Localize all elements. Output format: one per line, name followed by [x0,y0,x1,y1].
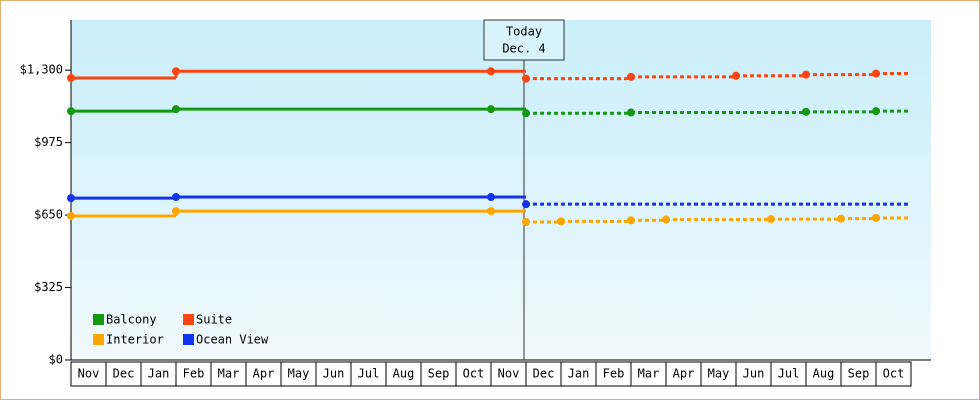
x-tick-label: Mar [218,367,240,381]
x-tick-label: Jan [148,367,170,381]
marker [627,108,635,117]
x-tick-label: Jul [358,367,380,381]
marker [802,107,810,116]
y-tick-label: $1,300 [20,63,63,77]
marker [172,207,180,216]
x-tick-label: May [288,367,310,381]
today-date: Dec. 4 [502,42,545,56]
marker [767,215,775,224]
x-tick-label: Dec [113,367,135,381]
legend-label: Suite [196,313,232,327]
legend-label: Interior [106,333,164,347]
x-tick-label: Jan [568,367,590,381]
x-tick-label: Nov [498,367,520,381]
today-box [483,19,565,61]
x-tick-label: Apr [253,367,275,381]
marker [487,207,495,216]
x-tick-label: Sep [848,367,870,381]
marker [837,214,845,223]
marker [67,194,75,203]
marker [557,217,565,226]
legend-label: Ocean View [196,333,269,347]
marker [522,200,530,209]
marker [67,107,75,116]
marker [487,105,495,114]
x-tick-label: Oct [883,367,905,381]
marker [802,70,810,79]
legend-swatch [93,314,104,325]
x-tick-label: Dec [533,367,555,381]
legend-swatch [93,334,104,345]
x-tick-label: Nov [78,367,100,381]
marker [662,215,670,224]
marker [872,107,880,116]
marker [172,67,180,76]
marker [487,67,495,76]
x-tick-label: Feb [603,367,625,381]
x-tick-label: Oct [463,367,485,381]
marker [522,74,530,83]
marker [522,109,530,118]
marker [627,72,635,81]
x-tick-label: Jul [778,367,800,381]
marker [67,73,75,82]
legend-swatch [183,334,194,345]
marker [172,105,180,114]
legend-swatch [183,314,194,325]
x-tick-label: Mar [638,367,660,381]
marker [872,69,880,78]
marker [522,217,530,226]
marker [172,193,180,202]
x-tick-label: Jun [743,367,765,381]
y-tick-label: $975 [34,135,63,149]
x-tick-label: Aug [813,367,835,381]
y-tick-label: $0 [49,353,63,367]
marker [67,211,75,220]
x-tick-label: Sep [428,367,450,381]
x-tick-label: Jun [323,367,345,381]
marker [487,193,495,202]
marker [872,213,880,222]
marker [732,71,740,80]
today-label: Today [506,25,542,39]
x-tick-label: May [708,367,730,381]
x-tick-label: Feb [183,367,205,381]
legend-label: Balcony [106,313,157,327]
y-tick-label: $650 [34,208,63,222]
y-tick-label: $325 [34,280,63,294]
marker [627,216,635,225]
x-tick-label: Apr [673,367,695,381]
x-tick-label: Aug [393,367,415,381]
